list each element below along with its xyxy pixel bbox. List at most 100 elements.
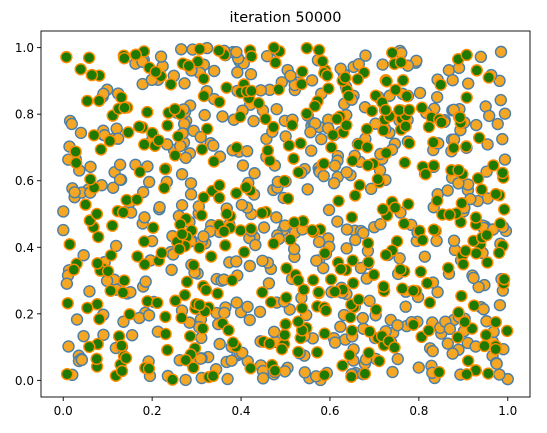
scatter-point-series-2 [141, 105, 154, 119]
scatter-point-series-2 [379, 248, 393, 262]
scatter-point-series-2 [316, 55, 329, 68]
scatter-point-series-1 [125, 329, 139, 342]
scatter-point-series-1 [178, 77, 191, 90]
scatter-point-series-2 [451, 331, 464, 344]
scatter-point-series-2 [353, 179, 366, 192]
x-tick-label: 0.0 [54, 404, 73, 418]
scatter-point-series-1 [412, 361, 425, 374]
scatter-point-series-2 [280, 291, 293, 304]
scatter-point-series-2 [326, 128, 340, 142]
scatter-point-series-2 [138, 138, 151, 151]
scatter-point-series-1 [441, 184, 454, 197]
scatter-point-series-2 [60, 50, 73, 64]
scatter-point-series-2 [255, 206, 269, 220]
scatter-point-series-2 [340, 118, 353, 132]
scatter-point-series-2 [115, 91, 128, 104]
scatter-point-series-1 [315, 132, 328, 146]
scatter-point-series-1 [243, 313, 256, 327]
scatter-point-series-1 [494, 45, 508, 59]
scatter-point-series-1 [225, 354, 238, 367]
scatter-point-series-1 [83, 285, 96, 298]
scatter-point-series-2 [92, 94, 106, 107]
scatter-point-series-2 [402, 103, 416, 117]
scatter-point-series-1 [230, 296, 243, 309]
scatter-point-series-2 [81, 94, 94, 108]
scatter-point-series-1 [106, 181, 120, 194]
scatter-point-series-2 [94, 143, 108, 156]
scatter-point-series-2 [178, 288, 192, 302]
scatter-point-series-2 [427, 136, 440, 149]
scatter-point-series-1 [340, 166, 353, 179]
scatter-point-series-2 [282, 139, 296, 152]
scatter-point-series-2 [435, 116, 448, 129]
x-tick-label: 0.8 [409, 404, 428, 418]
scatter-point-series-2 [295, 77, 308, 91]
scatter-point-series-2 [264, 295, 278, 309]
scatter-point-series-1 [198, 108, 211, 122]
scatter-point-series-2 [487, 159, 500, 172]
scatter-point-series-1 [175, 168, 189, 181]
scatter-point-series-2 [184, 329, 197, 343]
scatter-point-series-2 [460, 368, 473, 381]
scatter-point-series-2 [129, 48, 143, 61]
x-axis-ticks: 0.0 0.2 0.4 0.6 0.8 1.0 [54, 397, 517, 418]
scatter-point-series-2 [498, 203, 511, 216]
scatter-point-series-2 [482, 71, 495, 84]
scatter-point-series-2 [159, 327, 172, 341]
scatter-point-series-1 [426, 344, 439, 358]
scatter-point-series-2 [312, 43, 326, 57]
scatter-point-series-2 [365, 104, 379, 118]
scatter-point-series-2 [324, 273, 338, 286]
scatter-point-series-2 [116, 286, 130, 299]
scatter-point-series-2 [212, 44, 226, 57]
scatter-point-series-2 [419, 168, 432, 181]
scatter-point-series-2 [363, 325, 376, 338]
scatter-point-series-2 [379, 103, 392, 117]
scatter-point-series-2 [422, 120, 436, 134]
scatter-point-series-1 [284, 69, 297, 82]
scatter-point-series-2 [175, 311, 188, 324]
scatter-point-series-2 [158, 162, 172, 176]
scatter-point-series-2 [481, 256, 494, 269]
scatter-point-series-1 [184, 177, 198, 190]
scatter-point-series-1 [230, 255, 243, 268]
scatter-point-series-2 [361, 159, 375, 172]
scatter-point-series-2 [83, 340, 96, 354]
scatter-point-series-2 [115, 339, 128, 352]
scatter-point-series-2 [267, 237, 280, 250]
scatter-point-series-2 [397, 217, 411, 230]
scatter-point-series-2 [342, 89, 355, 103]
scatter-point-series-2 [480, 228, 494, 242]
plot-frame [40, 30, 531, 398]
scatter-point-series-2 [256, 286, 269, 299]
scatter-point-series-2 [213, 191, 226, 204]
scatter-point-series-2 [168, 149, 182, 162]
scatter-point-series-2 [261, 144, 275, 157]
scatter-point-series-1 [493, 298, 507, 312]
scatter-point-series-2 [427, 223, 441, 236]
scatter-point-series-1 [77, 249, 90, 262]
scatter-point-series-1 [496, 132, 509, 146]
scatter-point-series-2 [119, 351, 133, 365]
scatter-point-series-1 [207, 139, 220, 152]
scatter-point-series-2 [300, 107, 313, 120]
scatter-point-series-2 [220, 81, 233, 94]
scatter-point-series-2 [369, 303, 383, 316]
scatter-point-series-2 [168, 102, 182, 116]
scatter-point-series-2 [306, 224, 319, 237]
scatter-point-series-2 [233, 110, 247, 123]
scatter-point-series-2 [380, 146, 393, 160]
scatter-point-series-2 [457, 258, 470, 271]
scatter-point-series-2 [279, 318, 292, 331]
scatter-point-series-2 [361, 141, 374, 154]
scatter-point-series-2 [284, 233, 297, 246]
scatter-point-series-2 [339, 71, 352, 84]
scatter-point-series-2 [132, 120, 146, 133]
scatter-point-series-2 [402, 197, 415, 211]
scatter-point-series-1 [413, 86, 427, 100]
scatter-point-series-2 [376, 203, 390, 216]
scatter-point-series-2 [496, 166, 509, 180]
scatter-point-series-1 [260, 49, 274, 63]
scatter-point-series-2 [388, 201, 402, 214]
scatter-point-series-2 [346, 276, 360, 290]
